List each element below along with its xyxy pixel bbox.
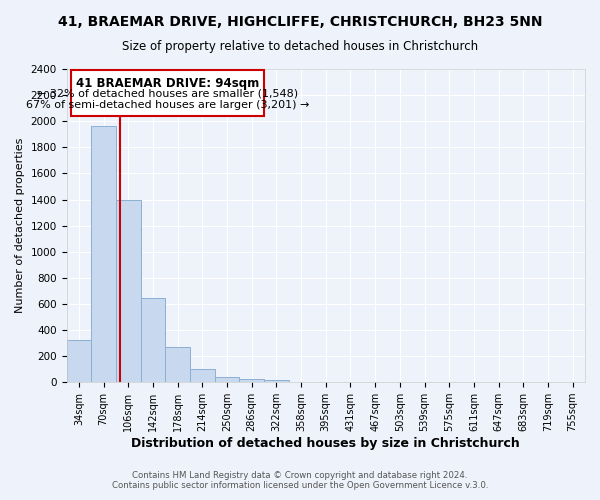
Bar [91,126,116,382]
Bar [215,377,239,382]
Bar [264,380,289,382]
Text: ← 32% of detached houses are smaller (1,548): ← 32% of detached houses are smaller (1,… [37,88,298,99]
Text: 41 BRAEMAR DRIVE: 94sqm: 41 BRAEMAR DRIVE: 94sqm [76,78,259,90]
Bar [140,298,165,382]
Bar [190,369,215,382]
Bar [67,340,91,382]
Bar [239,378,264,382]
Text: Contains HM Land Registry data © Crown copyright and database right 2024.
Contai: Contains HM Land Registry data © Crown c… [112,470,488,490]
X-axis label: Distribution of detached houses by size in Christchurch: Distribution of detached houses by size … [131,437,520,450]
Text: Size of property relative to detached houses in Christchurch: Size of property relative to detached ho… [122,40,478,53]
Y-axis label: Number of detached properties: Number of detached properties [15,138,25,314]
FancyBboxPatch shape [71,70,264,116]
Bar [165,347,190,382]
Bar [116,200,140,382]
Text: 67% of semi-detached houses are larger (3,201) →: 67% of semi-detached houses are larger (… [26,100,310,110]
Text: 41, BRAEMAR DRIVE, HIGHCLIFFE, CHRISTCHURCH, BH23 5NN: 41, BRAEMAR DRIVE, HIGHCLIFFE, CHRISTCHU… [58,15,542,29]
